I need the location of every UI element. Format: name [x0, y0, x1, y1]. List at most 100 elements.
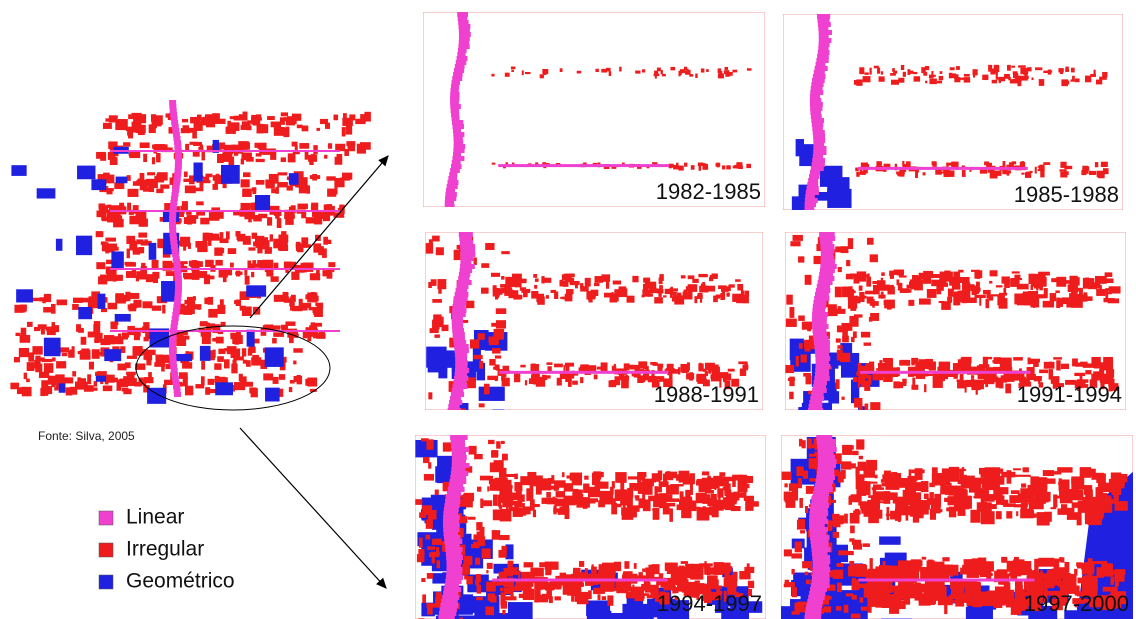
- irregular-patch: [181, 128, 191, 133]
- geometric-patch: [265, 388, 280, 402]
- irregular-patch: [39, 372, 49, 378]
- irregular-patch: [929, 75, 936, 77]
- irregular-patch: [1090, 503, 1095, 507]
- irregular-patch: [360, 142, 371, 150]
- irregular-patch: [203, 177, 209, 183]
- linear-strip: [448, 408, 461, 413]
- irregular-patch: [501, 276, 504, 280]
- irregular-patch: [652, 362, 657, 365]
- linear-strip: [498, 164, 669, 167]
- irregular-patch: [325, 240, 331, 244]
- irregular-patch: [213, 184, 218, 190]
- irregular-patch: [738, 485, 746, 489]
- irregular-patch: [227, 121, 231, 129]
- irregular-patch: [615, 489, 628, 501]
- irregular-patch: [132, 122, 142, 130]
- irregular-patch: [879, 76, 885, 81]
- irregular-patch: [487, 563, 493, 569]
- irregular-patch: [205, 174, 212, 178]
- irregular-patch: [1080, 362, 1088, 365]
- irregular-patch: [897, 172, 902, 176]
- irregular-patch: [663, 506, 670, 515]
- irregular-patch: [254, 143, 257, 148]
- irregular-patch: [511, 67, 515, 70]
- irregular-patch: [638, 572, 642, 577]
- irregular-patch: [101, 339, 111, 345]
- irregular-patch: [197, 115, 202, 120]
- irregular-patch: [623, 502, 626, 512]
- irregular-patch: [289, 337, 294, 343]
- irregular-patch: [737, 284, 743, 291]
- irregular-patch: [548, 366, 552, 371]
- irregular-patch: [314, 309, 323, 317]
- irregular-patch: [470, 339, 480, 348]
- irregular-patch: [267, 217, 272, 225]
- irregular-patch: [662, 74, 666, 76]
- irregular-patch: [502, 378, 510, 387]
- irregular-patch: [1003, 161, 1006, 167]
- irregular-patch: [962, 475, 966, 484]
- irregular-patch: [142, 266, 147, 274]
- irregular-patch: [580, 377, 583, 383]
- irregular-patch: [245, 236, 251, 244]
- irregular-patch: [438, 285, 441, 294]
- irregular-patch: [607, 595, 613, 605]
- irregular-patch: [217, 305, 225, 314]
- irregular-patch: [523, 291, 528, 297]
- panel-label: 1991-1994: [1017, 382, 1122, 407]
- irregular-patch: [156, 153, 161, 162]
- irregular-patch: [924, 384, 926, 392]
- irregular-patch: [688, 275, 695, 279]
- irregular-patch: [246, 360, 251, 367]
- irregular-patch: [722, 165, 725, 169]
- irregular-patch: [242, 143, 250, 150]
- irregular-patch: [302, 126, 309, 132]
- irregular-patch: [1039, 79, 1044, 86]
- irregular-patch: [1079, 295, 1088, 302]
- irregular-patch: [1095, 276, 1107, 284]
- irregular-patch: [502, 480, 511, 488]
- irregular-patch: [699, 166, 702, 171]
- irregular-patch: [867, 238, 874, 245]
- irregular-patch: [983, 290, 991, 294]
- irregular-patch: [492, 348, 500, 354]
- irregular-patch: [239, 374, 243, 382]
- irregular-patch: [702, 282, 705, 286]
- irregular-patch: [511, 281, 516, 286]
- irregular-patch: [434, 334, 439, 337]
- irregular-patch: [525, 72, 531, 74]
- irregular-patch: [874, 66, 879, 69]
- irregular-patch: [128, 304, 132, 309]
- irregular-patch: [488, 593, 495, 600]
- irregular-patch: [1053, 357, 1062, 359]
- irregular-patch: [208, 309, 217, 318]
- irregular-patch: [841, 397, 844, 400]
- irregular-patch: [1029, 498, 1044, 510]
- irregular-patch: [736, 162, 738, 165]
- irregular-patch: [482, 548, 491, 558]
- irregular-patch: [950, 581, 966, 587]
- irregular-patch: [72, 371, 76, 376]
- irregular-patch: [635, 71, 640, 74]
- irregular-patch: [534, 285, 537, 289]
- irregular-patch: [1033, 570, 1035, 580]
- irregular-patch: [805, 506, 808, 513]
- irregular-patch: [850, 513, 860, 524]
- irregular-patch: [838, 550, 848, 555]
- irregular-patch: [1020, 68, 1028, 74]
- irregular-patch: [182, 201, 188, 211]
- irregular-patch: [503, 583, 511, 586]
- irregular-patch: [642, 568, 645, 571]
- irregular-patch: [179, 372, 188, 379]
- irregular-patch: [935, 479, 949, 484]
- irregular-patch: [1085, 76, 1091, 83]
- irregular-patch: [1012, 161, 1017, 164]
- irregular-patch: [854, 80, 860, 85]
- irregular-patch: [714, 486, 716, 490]
- geometric-patch: [78, 307, 92, 319]
- irregular-patch: [1083, 564, 1093, 571]
- irregular-patch: [491, 273, 500, 277]
- irregular-patch: [425, 535, 430, 540]
- irregular-patch: [152, 260, 159, 269]
- irregular-patch: [316, 128, 320, 131]
